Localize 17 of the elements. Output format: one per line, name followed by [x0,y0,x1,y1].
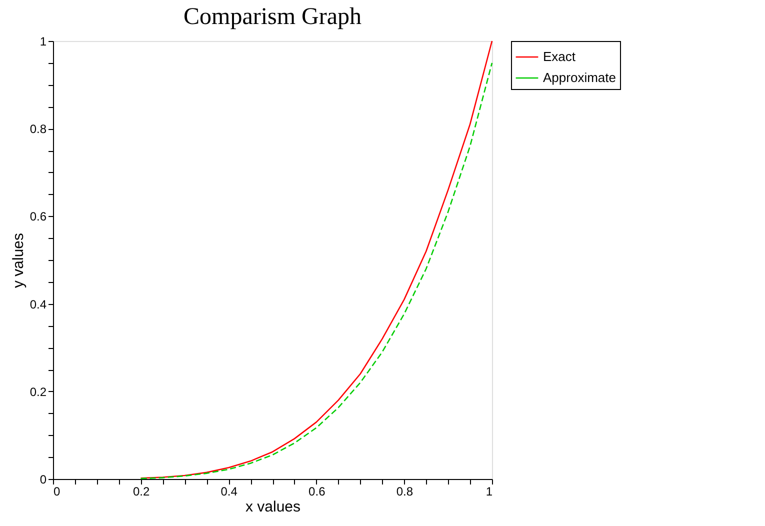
y-tick-label: 0.2 [30,384,47,399]
y-tick-label: 0 [40,472,47,486]
y-tick-label: 0.4 [30,297,47,312]
x-tick-label: 0.4 [220,484,238,498]
x-tick-label: 0.6 [308,484,326,498]
x-tick-label: 0 [54,484,60,498]
x-tick-label: 1 [486,484,493,498]
y-axis-title: y values [10,232,27,288]
chart-title: Comparism Graph [184,4,362,30]
legend-label: Approximate [543,70,616,85]
y-tick-label: 1 [40,34,47,48]
y-tick-label: 0.6 [30,210,47,224]
x-tick-label: 0.8 [396,484,414,498]
x-axis-title: x values [245,498,301,516]
x-tick-label: 0.2 [132,484,150,498]
legend-label: Exact [543,49,576,64]
y-tick-label: 0.8 [30,122,47,136]
